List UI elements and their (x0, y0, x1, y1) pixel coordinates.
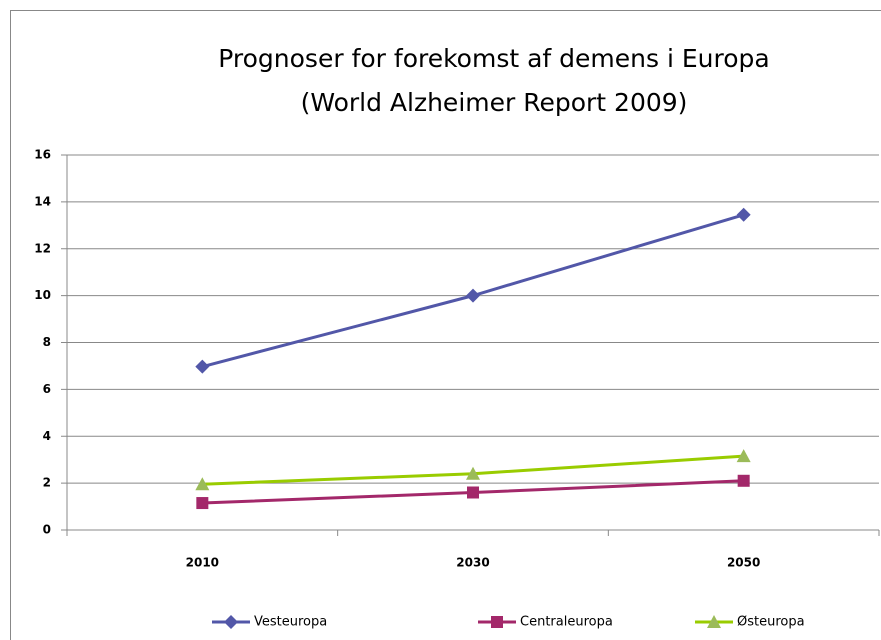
data-point (737, 474, 750, 487)
x-tick-label: 2030 (456, 556, 489, 570)
legend-marker (491, 616, 503, 628)
data-point (736, 449, 751, 463)
data-point (466, 288, 480, 303)
data-point (467, 486, 479, 499)
data-point (196, 497, 209, 510)
data-point (466, 466, 480, 480)
legend-marker (224, 615, 238, 629)
data-point (736, 207, 751, 222)
legend-label: Østeuropa (737, 615, 805, 630)
data-point (195, 359, 210, 374)
y-tick-label: 16 (34, 148, 51, 162)
y-tick-label: 8 (43, 335, 51, 349)
y-tick-label: 12 (34, 241, 51, 255)
legend-marker (707, 615, 721, 628)
x-tick-label: 2050 (727, 556, 760, 570)
y-tick-label: 14 (34, 194, 51, 208)
chart-title: Prognoser for forekomst af demens i Euro… (218, 44, 769, 73)
y-tick-label: 0 (43, 523, 51, 537)
data-point (195, 477, 210, 491)
y-tick-label: 2 (43, 476, 51, 490)
chart-subtitle: (World Alzheimer Report 2009) (301, 88, 688, 117)
legend-label: Centraleuropa (520, 615, 613, 630)
y-tick-label: 10 (34, 288, 51, 302)
x-tick-label: 2010 (186, 556, 219, 570)
chart-frame (10, 10, 881, 640)
y-tick-label: 4 (43, 429, 51, 443)
y-tick-label: 6 (43, 382, 51, 396)
legend-label: Vesteuropa (254, 615, 327, 630)
